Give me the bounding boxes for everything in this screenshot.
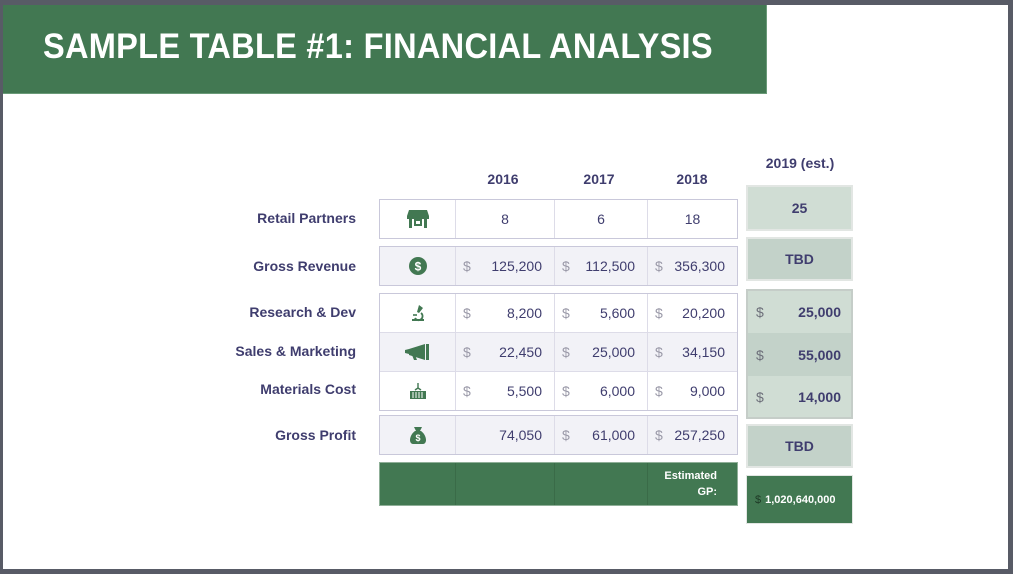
cell-2017: $6,000 — [554, 372, 647, 410]
cell-2017: 6 — [554, 200, 647, 238]
year-header-2019-est: 2019 (est.) — [765, 155, 835, 171]
cell-2018: $9,000 — [647, 372, 737, 410]
estimated-gp-row: Estimated GP: — [379, 462, 738, 506]
estimate-retail-partners: 25 — [746, 185, 853, 231]
microscope-icon — [380, 294, 455, 332]
estimate-materials-cost: $14,000 — [756, 388, 841, 405]
table-row: 8 6 18 — [380, 200, 737, 238]
row-label-materials-cost: Materials Cost — [260, 381, 356, 397]
cell-2018: $34,150 — [647, 333, 737, 371]
cell-2016: 8 — [455, 200, 554, 238]
year-header-2018: 2018 — [676, 171, 708, 187]
table-group-revenue: $ $125,200 $112,500 $356,300 — [379, 246, 738, 286]
money-bag-icon: $ — [380, 416, 455, 454]
estimate-gross-profit: TBD — [746, 424, 853, 468]
shipping-container-icon — [380, 372, 455, 410]
table-group-costs: $8,200 $5,600 $20,200 $22,450 $25,000 $3… — [379, 293, 738, 411]
row-label-gross-profit: Gross Profit — [275, 427, 356, 443]
cell-2017: $5,600 — [554, 294, 647, 332]
table-row: $ $125,200 $112,500 $356,300 — [380, 247, 737, 285]
estimate-research-dev: $25,000 — [756, 304, 841, 320]
year-header-2017: 2017 — [583, 171, 615, 187]
estimate-gross-revenue: TBD — [746, 237, 853, 281]
store-icon — [380, 200, 455, 238]
table-group-retail: 8 6 18 — [379, 199, 738, 239]
table-row: $5,500 $6,000 $9,000 — [380, 371, 737, 410]
cell-2016: 74,050 — [455, 416, 554, 454]
cell-2018: $257,250 — [647, 416, 737, 454]
row-label-sales-marketing: Sales & Marketing — [235, 343, 356, 359]
cell-2016: $5,500 — [455, 372, 554, 410]
table-row: $ 74,050 $61,000 $257,250 — [380, 416, 737, 454]
table-row: $8,200 $5,600 $20,200 — [380, 294, 737, 332]
estimate-sales-marketing: $55,000 — [748, 333, 851, 376]
cell-2017: $25,000 — [554, 333, 647, 371]
estimate-costs-group: $25,000 $55,000 $14,000 — [746, 289, 853, 419]
cell-2016: $8,200 — [455, 294, 554, 332]
svg-text:$: $ — [415, 433, 420, 443]
cell-2016: $125,200 — [455, 247, 554, 285]
title-banner: SAMPLE TABLE #1: FINANCIAL ANALYSIS — [3, 5, 767, 94]
dollar-coin-icon: $ — [380, 247, 455, 285]
cell-2018: 18 — [647, 200, 737, 238]
svg-text:$: $ — [414, 260, 421, 274]
row-label-retail-partners: Retail Partners — [257, 210, 356, 226]
row-label-gross-revenue: Gross Revenue — [253, 258, 356, 274]
year-header-2016: 2016 — [487, 171, 519, 187]
table-group-profit: $ 74,050 $61,000 $257,250 — [379, 415, 738, 455]
cell-2018: $20,200 — [647, 294, 737, 332]
cell-2017: $61,000 — [554, 416, 647, 454]
estimated-gp-value: $1,020,640,000 — [746, 475, 853, 524]
slide: SAMPLE TABLE #1: FINANCIAL ANALYSIS 2016… — [3, 5, 1008, 569]
estimated-gp-label: Estimated GP: — [647, 463, 737, 505]
cell-2017: $112,500 — [554, 247, 647, 285]
cell-2018: $356,300 — [647, 247, 737, 285]
row-label-research-dev: Research & Dev — [249, 304, 356, 320]
cell-2016: $22,450 — [455, 333, 554, 371]
table-row: $22,450 $25,000 $34,150 — [380, 332, 737, 371]
megaphone-icon — [380, 333, 455, 371]
page-title: SAMPLE TABLE #1: FINANCIAL ANALYSIS — [43, 27, 713, 66]
